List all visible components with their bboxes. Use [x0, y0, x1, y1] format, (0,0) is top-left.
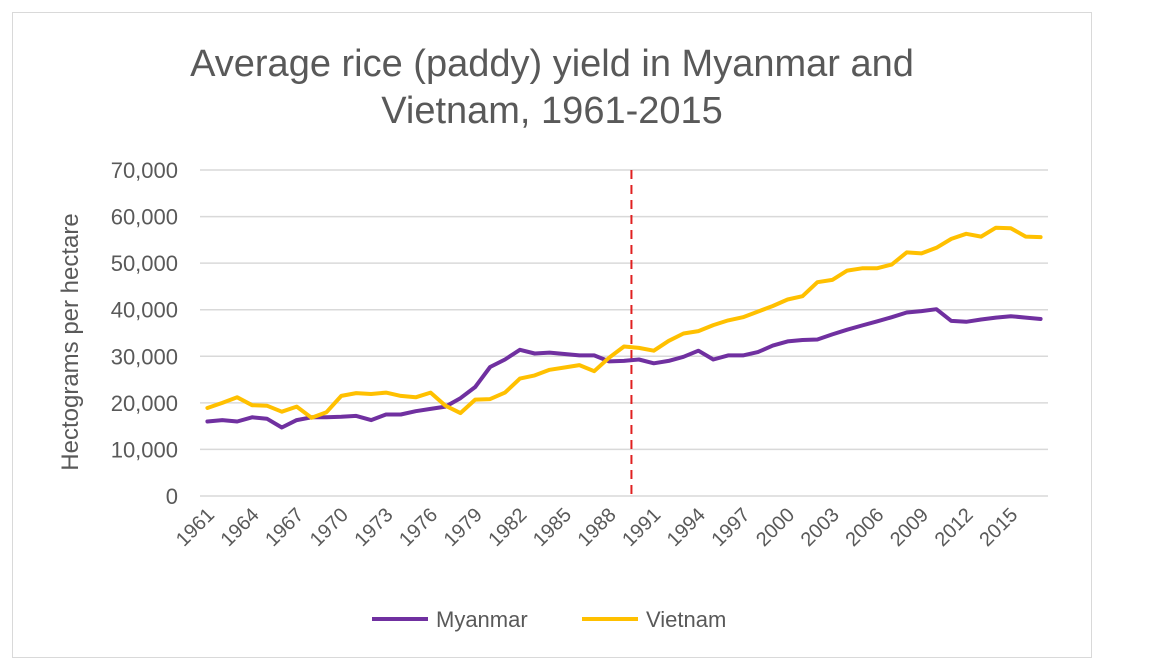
x-tick-label: 2000	[752, 504, 799, 551]
y-tick-label: 40,000	[111, 298, 178, 323]
x-tick-label: 1976	[395, 504, 442, 551]
x-tick-label: 1988	[574, 504, 621, 551]
legend-label-myanmar: Myanmar	[436, 607, 528, 632]
y-tick-label: 10,000	[111, 437, 178, 462]
x-tick-label: 1994	[663, 504, 710, 551]
series-line-myanmar	[205, 307, 1043, 430]
y-tick-label: 60,000	[111, 205, 178, 230]
series-line-vietnam	[205, 225, 1043, 420]
y-tick-label: 70,000	[111, 158, 178, 183]
x-tick-label: 1991	[618, 504, 665, 551]
y-tick-label: 50,000	[111, 251, 178, 276]
x-tick-label: 1979	[440, 504, 487, 551]
y-tick-label: 30,000	[111, 344, 178, 369]
x-tick-label: 1973	[350, 504, 397, 551]
x-tick-label: 1997	[708, 504, 755, 551]
x-tick-label: 1967	[261, 504, 308, 551]
y-axis-label: Hectograms per hectare	[57, 213, 84, 470]
x-tick-label: 1982	[484, 504, 531, 551]
x-tick-label: 1985	[529, 504, 576, 551]
chart-title-line-1: Average rice (paddy) yield in Myanmar an…	[190, 43, 914, 85]
y-tick-label: 20,000	[111, 391, 178, 416]
x-tick-label: 1961	[172, 504, 219, 551]
x-tick-label: 2015	[975, 504, 1022, 551]
x-tick-label: 2012	[931, 504, 978, 551]
legend-label-vietnam: Vietnam	[646, 607, 726, 632]
chart-frame	[12, 12, 1092, 658]
x-tick-label: 1970	[306, 504, 353, 551]
x-tick-label: 2009	[886, 504, 933, 551]
y-tick-label: 0	[166, 484, 178, 509]
x-tick-label: 2006	[841, 504, 888, 551]
x-tick-label: 1964	[217, 504, 264, 551]
x-tick-label: 2003	[797, 504, 844, 551]
chart-title-line-2: Vietnam, 1961-2015	[381, 90, 723, 132]
